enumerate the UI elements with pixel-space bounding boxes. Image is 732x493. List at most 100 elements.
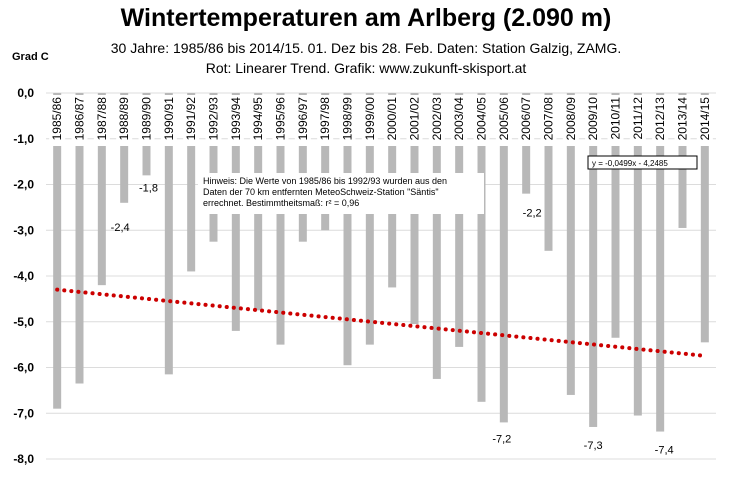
bar [589, 93, 598, 427]
x-tick-label: 2007/08 [542, 97, 556, 141]
x-tick-label-background [272, 95, 289, 146]
x-tick-label: 1986/87 [73, 97, 87, 141]
x-tick-label-background [629, 95, 646, 146]
x-tick-label: 1999/00 [363, 97, 377, 141]
x-tick-label-background [339, 95, 356, 146]
x-tick-label: 1992/93 [207, 97, 221, 141]
x-tick-label-background [183, 95, 200, 146]
bar [700, 93, 709, 343]
annotation-line: errechnet. Bestimmtheitsmaß: r² = 0,96 [203, 198, 359, 208]
bar [365, 93, 374, 345]
equation-box-border [587, 155, 698, 170]
y-tick-label: -1,0 [13, 132, 34, 146]
x-tick-label-background [451, 95, 468, 146]
x-tick-label-background [116, 95, 133, 146]
x-tick-label-background [406, 95, 423, 146]
x-tick-label-background [71, 95, 88, 146]
bar [343, 93, 352, 366]
trend-line-path [55, 287, 707, 358]
trend-line [55, 287, 707, 358]
x-tick-label-background [250, 95, 267, 146]
bar [209, 93, 218, 242]
x-tick-label: 2003/04 [452, 97, 466, 141]
x-tick-label-background [652, 95, 669, 146]
x-tick-label: 1997/98 [318, 97, 332, 141]
trend-equation: y = -0,0499x - 4,2485 [592, 159, 668, 168]
y-tick-label: -8,0 [13, 452, 34, 466]
x-tick-label: 2006/07 [519, 97, 533, 141]
data-label: -7,2 [492, 433, 511, 445]
x-tick-label: 2005/06 [497, 97, 511, 141]
y-tick-label: -5,0 [13, 315, 34, 329]
y-axis-label: Grad C [12, 51, 49, 63]
x-tick-label: 1994/95 [251, 97, 265, 141]
x-tick-label: 1996/97 [296, 97, 310, 141]
y-tick-labels: 0,0 -1,0 -2,0 -3,0 -4,0 -5,0 -6,0 -7,0 -8,0 [13, 86, 34, 466]
data-label: -7,3 [584, 440, 603, 452]
bar [656, 93, 665, 432]
x-tick-label-background [49, 95, 66, 146]
bar [164, 93, 173, 375]
x-tick-label: 2011/12 [631, 97, 645, 140]
x-tick-label-background [294, 95, 311, 146]
x-tick-label: 1991/92 [184, 97, 198, 141]
bar [298, 93, 307, 242]
x-tick-labels: 1985/86 1986/87 1987/88 1988/89 1989/90 1990/… [49, 95, 713, 146]
x-tick-label: 2000/01 [385, 97, 399, 141]
annotation-background [198, 173, 484, 214]
annotation-line: Hinweis: Die Werte von 1985/86 bis 1992/… [203, 176, 447, 186]
x-tick-label-background [428, 95, 445, 146]
y-tick-label: -4,0 [13, 269, 34, 283]
x-tick-label: 1995/96 [274, 97, 288, 141]
x-tick-label-background [562, 95, 579, 146]
x-tick-label-background [674, 95, 691, 146]
x-tick-label: 1990/91 [162, 97, 176, 141]
x-tick-label: 2002/03 [430, 97, 444, 141]
x-tick-label: 2001/02 [408, 97, 422, 141]
x-tick-label-background [696, 95, 713, 146]
x-tick-label: 1998/99 [341, 97, 355, 141]
data-label: -2,4 [111, 222, 130, 234]
chart-subtitle-line-1: 30 Jahre: 1985/86 bis 2014/15. 01. Dez b… [110, 40, 622, 56]
bar [432, 93, 441, 379]
x-tick-label-background [585, 95, 602, 146]
x-tick-label: 2009/10 [586, 97, 600, 141]
bar [75, 93, 84, 384]
y-tick-label: -2,0 [13, 178, 34, 192]
x-tick-label-background [317, 95, 334, 146]
data-label: -1,8 [139, 182, 158, 194]
x-tick-label-background [205, 95, 222, 146]
x-tick-label-background [138, 95, 155, 146]
x-tick-label-background [160, 95, 177, 146]
bar [97, 93, 106, 286]
bar [633, 93, 642, 416]
x-tick-label: 2014/15 [698, 97, 712, 141]
x-tick-label-background [540, 95, 557, 146]
data-labels: -2,4 -1,8 -7,2 -2,2 -7,3 -7,4 [111, 182, 674, 456]
bar [544, 93, 553, 251]
bar [499, 93, 508, 423]
x-tick-label-background [93, 95, 110, 146]
x-tick-label: 1989/90 [140, 97, 154, 141]
y-tick-label: 0,0 [17, 86, 34, 100]
bar [566, 93, 575, 395]
bar [455, 93, 464, 347]
x-tick-label: 2004/05 [475, 97, 489, 141]
x-tick-label-background [607, 95, 624, 146]
x-tick-label: 2012/13 [653, 97, 667, 141]
y-tick-label: -3,0 [13, 223, 34, 237]
chart-title: Wintertemperaturen am Arlberg (2.090 m) [120, 4, 612, 32]
x-tick-label: 1985/86 [50, 97, 64, 141]
x-tick-label: 2013/14 [676, 97, 690, 141]
x-tick-label: 2008/09 [564, 97, 578, 141]
y-tick-label: -7,0 [13, 406, 34, 420]
data-label: -7,4 [655, 445, 674, 457]
bar [187, 93, 196, 272]
trend-equation-box: y = -0,0499x - 4,2485 [587, 155, 698, 170]
x-tick-label-background [495, 95, 512, 146]
annotation-box: Hinweis: Die Werte von 1985/86 bis 1992/… [198, 173, 484, 214]
x-tick-label-background [227, 95, 244, 146]
bar [477, 93, 486, 402]
annotation-line: Daten der 70 km entfernten MeteoSchweiz-… [203, 187, 439, 197]
